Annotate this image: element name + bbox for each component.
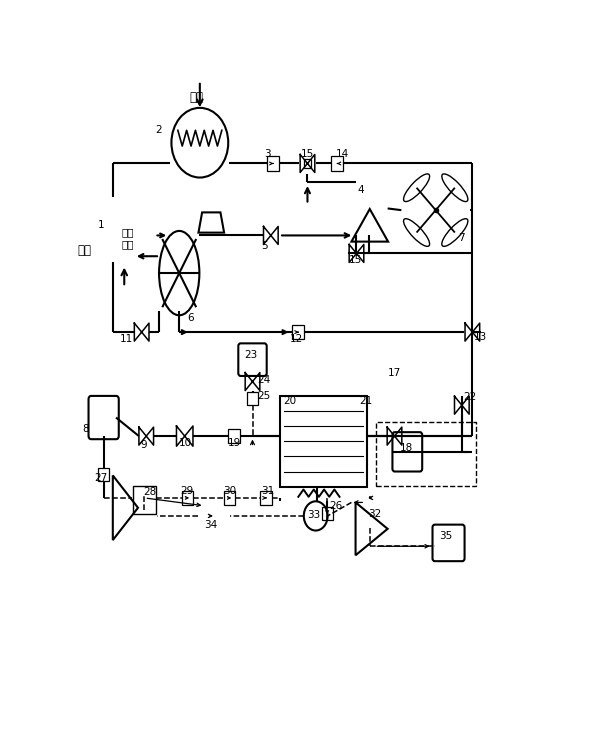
Text: 27: 27	[95, 473, 108, 483]
Text: 5: 5	[262, 241, 268, 251]
Text: 9: 9	[140, 439, 147, 450]
Text: 22: 22	[463, 392, 476, 402]
Bar	[98, 468, 109, 481]
Text: 25: 25	[257, 391, 270, 401]
Text: 燃气
排气: 燃气 排气	[122, 228, 134, 249]
Bar	[293, 325, 304, 339]
Text: 10: 10	[179, 438, 192, 447]
Text: 13: 13	[474, 331, 488, 342]
Text: 燃油: 燃油	[190, 91, 204, 104]
Bar	[376, 422, 476, 485]
Text: 35: 35	[439, 531, 453, 541]
Text: 4: 4	[358, 185, 365, 196]
Text: 20: 20	[284, 396, 297, 407]
Text: 11: 11	[119, 334, 133, 345]
Text: 23: 23	[244, 350, 258, 360]
Text: 33: 33	[307, 510, 321, 520]
Text: 31: 31	[261, 486, 274, 496]
Bar	[260, 491, 272, 505]
Text: 15: 15	[349, 255, 362, 265]
Bar	[182, 491, 193, 504]
Text: 18: 18	[400, 443, 413, 453]
Text: 24: 24	[257, 375, 270, 385]
Text: 19: 19	[228, 439, 242, 448]
Text: 2: 2	[155, 126, 162, 135]
Text: 7: 7	[457, 234, 465, 243]
Bar	[322, 507, 333, 520]
Bar	[224, 491, 235, 504]
Bar	[304, 159, 311, 168]
Text: 8: 8	[82, 424, 89, 434]
Text: 34: 34	[204, 520, 217, 530]
Text: 12: 12	[290, 334, 303, 345]
Text: 1: 1	[98, 220, 105, 230]
Text: 21: 21	[359, 396, 372, 407]
Bar	[280, 396, 367, 487]
Bar	[267, 156, 279, 171]
Text: 28: 28	[144, 488, 157, 497]
Text: 30: 30	[223, 486, 236, 496]
Text: 空气: 空气	[77, 244, 91, 257]
Bar	[332, 156, 343, 171]
Text: 6: 6	[187, 313, 194, 323]
Bar	[248, 392, 258, 404]
Text: 14: 14	[336, 149, 349, 159]
Text: 32: 32	[368, 509, 382, 519]
Text: 29: 29	[180, 486, 193, 496]
Text: 17: 17	[388, 368, 401, 378]
Bar	[132, 485, 156, 514]
Text: 3: 3	[264, 149, 271, 159]
Text: 26: 26	[329, 502, 343, 511]
Bar	[228, 429, 240, 443]
Text: 15: 15	[301, 149, 314, 159]
